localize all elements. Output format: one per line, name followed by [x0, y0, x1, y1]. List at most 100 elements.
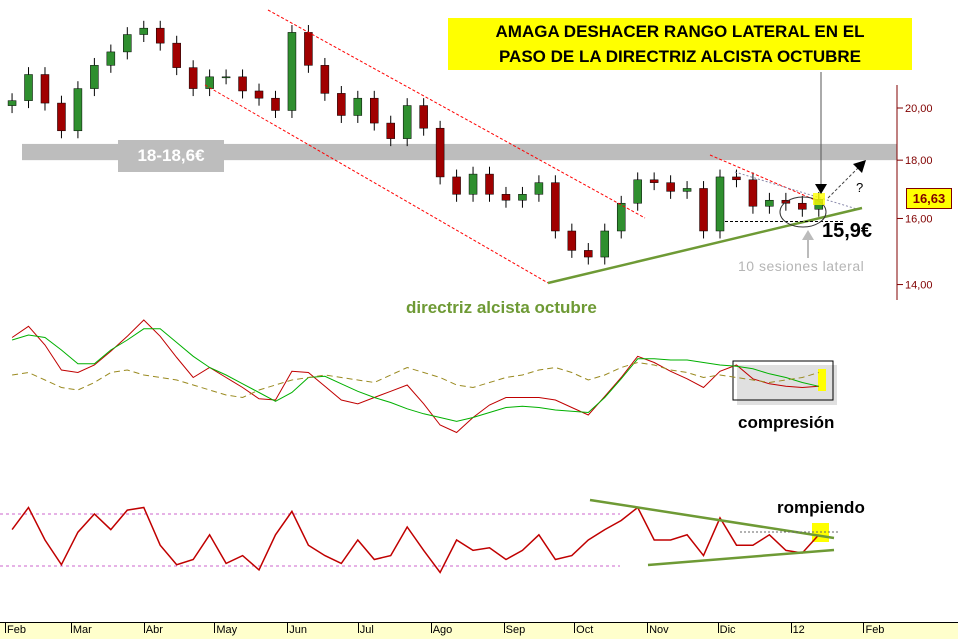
compression-highlight [818, 369, 826, 391]
month-label: Nov [649, 624, 669, 636]
month-label: Feb [7, 624, 26, 636]
projection-arrowhead [853, 160, 866, 173]
month-label: Ago [432, 624, 453, 636]
month-tick [214, 623, 216, 633]
month-tick [143, 623, 145, 633]
month-tick [574, 623, 576, 633]
candle-body [337, 93, 346, 116]
candle-body [551, 182, 560, 232]
candle-body [567, 230, 577, 251]
indicator-lines [11, 319, 819, 434]
month-label: Mar [72, 624, 92, 636]
candle-body [370, 97, 379, 124]
candle-body [320, 65, 330, 94]
candle-body [715, 176, 725, 232]
candle-body [584, 250, 593, 258]
month-label: Abr [145, 624, 163, 636]
month-label: Jun [289, 624, 307, 636]
candle-body [287, 32, 297, 111]
candle-body [155, 27, 165, 44]
candle-body [501, 194, 511, 201]
channel-upper-line [267, 9, 646, 219]
candle-body [765, 199, 774, 207]
price-tick-label: 14,00 [905, 280, 933, 292]
channel-lower-line [204, 84, 549, 284]
candle-body [600, 230, 610, 258]
candle-body [271, 97, 280, 111]
candle-body [24, 74, 33, 101]
month-tick [5, 623, 6, 633]
candle-body [139, 27, 149, 35]
month-label: Oct [576, 624, 594, 636]
candle-body [798, 202, 807, 210]
candle-body [90, 65, 99, 89]
candle-body [732, 176, 741, 181]
candle-body [666, 182, 675, 192]
breakout-highlight [813, 193, 825, 205]
price-tick-label: 18,00 [905, 155, 933, 167]
candle-body [353, 97, 363, 116]
candle-body [616, 202, 626, 232]
candle-body [7, 100, 17, 106]
sessions-arrowhead [802, 230, 814, 240]
candle-body [649, 179, 659, 183]
candle-body [682, 188, 692, 192]
oscillator-lower-trendline [647, 548, 835, 567]
month-label: Jul [359, 624, 374, 636]
month-tick [790, 623, 792, 633]
lateral-range-ellipse [779, 196, 827, 228]
month-label: Feb [865, 624, 885, 636]
candle-body [534, 182, 544, 195]
candle-body [402, 105, 412, 139]
month-tick [70, 623, 72, 633]
indicator-line-red [11, 319, 819, 434]
breaking-label: rompiendo [777, 498, 865, 517]
projection-arrow [827, 165, 861, 199]
last-price-tag: 16,63 [906, 188, 952, 209]
headline-box: AMAGA DESHACER RANGO LATERAL EN EL PASO … [448, 18, 912, 70]
indicator-line-green [11, 328, 819, 422]
compression-label: compresión [738, 413, 835, 432]
candle-body [304, 32, 313, 66]
candle-body [386, 122, 395, 139]
pointer-arrowhead [815, 184, 827, 194]
support-label: 15,9€ [822, 220, 873, 242]
price-tick-label: 16,00 [905, 213, 933, 225]
candle-body [172, 42, 181, 68]
candle-body [485, 173, 494, 195]
sessions-label: 10 sesiones lateral [738, 258, 865, 274]
month-label: Dic [719, 624, 736, 636]
month-tick [287, 623, 289, 633]
short-downtrend-line [709, 154, 816, 201]
candle-body [748, 179, 758, 207]
candle-body [57, 102, 66, 132]
resistance-band [22, 143, 897, 161]
question-mark: ? [856, 180, 864, 195]
candle-body [518, 194, 527, 201]
triangle-upper-line [734, 171, 861, 211]
oscillator-line [11, 506, 820, 574]
candle-body [435, 127, 445, 178]
candle-body [221, 76, 231, 79]
month-label: 12 [792, 624, 805, 636]
month-tick [647, 623, 649, 633]
resistance-band-label: 18-18,6€ [118, 140, 224, 172]
headline-line1: AMAGA DESHACER RANGO LATERAL EN EL [495, 22, 865, 41]
candle-body [106, 51, 116, 66]
candle-body [40, 74, 50, 104]
price-axis-ticks: 20,00 18,00 16,00 14,00 [897, 103, 933, 292]
candle-body [188, 67, 198, 89]
month-tick [503, 623, 505, 633]
time-axis: Feb Mar Abr May Jun Jul Ago Sep Oct Nov Dic 12 Feb [0, 622, 958, 639]
month-tick [717, 623, 719, 633]
month-tick [430, 623, 432, 633]
candle-body [123, 34, 132, 53]
price-tick-label: 20,00 [905, 103, 933, 115]
month-label: May [216, 624, 238, 636]
candle-body [254, 90, 264, 99]
candle-body [468, 173, 478, 195]
candle-body [238, 76, 247, 92]
candle-body [419, 105, 428, 129]
oscillator-panel [0, 513, 620, 567]
